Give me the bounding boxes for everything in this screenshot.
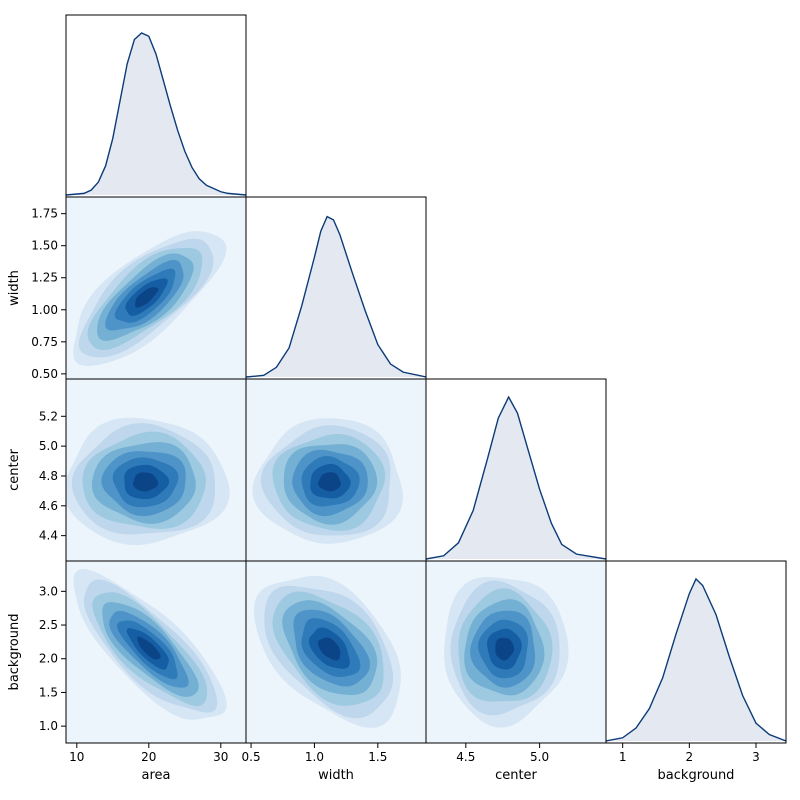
y-tick-label: 0.75 [31,335,58,349]
x-tick-label: 2 [686,750,694,764]
y-axis-background: 1.0 1.5 2.0 2.5 3.0 background [7,584,66,733]
x-axis-label-center: center [495,768,537,783]
y-tick-label: 4.8 [39,469,58,483]
panel-frame-background-background [605,560,787,744]
y-axis-label-background: background [7,614,22,691]
y-tick-label: 1.5 [39,685,58,699]
marginal-width [246,215,426,378]
kde-line-area [66,32,246,196]
y-tick-label: 2.0 [39,652,58,666]
y-tick-label: 1.50 [31,239,58,253]
contour-area-center [66,379,246,561]
y-axis-label-width: width [7,270,22,306]
y-tick-label: 0.50 [31,367,58,381]
x-tick-label: 0.5 [242,750,261,764]
contour-level-8 [135,287,159,308]
y-tick-label: 5.2 [39,409,58,423]
contour-width-background [246,561,426,743]
y-axis-center: 4.4 4.6 4.8 5.0 5.2 center [7,409,66,543]
x-tick-label: 30 [213,750,228,764]
contour-level-8 [132,472,159,492]
x-axis-label-area: area [142,768,171,783]
x-axis-label-background: background [658,768,735,783]
x-axis-width: 0.5 1.0 1.5 width [242,743,387,783]
contour-level-8 [317,637,341,661]
y-axis-width: 0.50 0.75 1.00 1.25 1.50 1.75 width [7,207,66,381]
kde-fill-center [426,397,606,559]
x-axis-label-width: width [318,768,354,783]
y-tick-label: 1.25 [31,271,58,285]
x-axis-background: 1 2 3 background [619,743,760,783]
x-axis-center: 4.5 5.0 center [456,743,549,783]
x-tick-label: 4.5 [456,750,475,764]
y-tick-label: 2.5 [39,618,58,632]
y-tick-label: 1.00 [31,303,58,317]
kde-line-center [426,395,606,560]
marginal-area [66,32,246,196]
x-tick-label: 3 [752,750,760,764]
y-tick-label: 4.4 [39,529,58,543]
contour-center-background [426,561,606,743]
contour-area-background [66,561,246,743]
contour-width-center [246,379,426,561]
x-tick-label: 20 [141,750,156,764]
y-tick-label: 5.0 [39,439,58,453]
kde-fill-area [66,33,246,195]
kde-line-width [246,215,426,378]
y-tick-label: 1.75 [31,207,58,221]
contour-level-8 [137,636,161,660]
kde-line-background [606,577,786,742]
marginal-background [606,577,786,742]
kde-fill-width [246,216,426,377]
y-tick-label: 4.6 [39,499,58,513]
x-tick-label: 10 [69,750,84,764]
x-tick-label: 1 [619,750,627,764]
y-tick-label: 3.0 [39,584,58,598]
x-tick-label: 5.0 [530,750,549,764]
y-axis-label-center: center [7,448,22,490]
kde-fill-background [606,579,786,741]
x-tick-label: 1.0 [305,750,324,764]
x-axis-area: 10 20 30 area [69,743,228,783]
contour-level-8 [318,472,341,492]
x-tick-label: 1.5 [368,750,387,764]
marginal-center [426,395,606,560]
contour-area-width [66,197,246,379]
contour-level-8 [495,637,515,661]
y-tick-label: 1.0 [39,719,58,733]
